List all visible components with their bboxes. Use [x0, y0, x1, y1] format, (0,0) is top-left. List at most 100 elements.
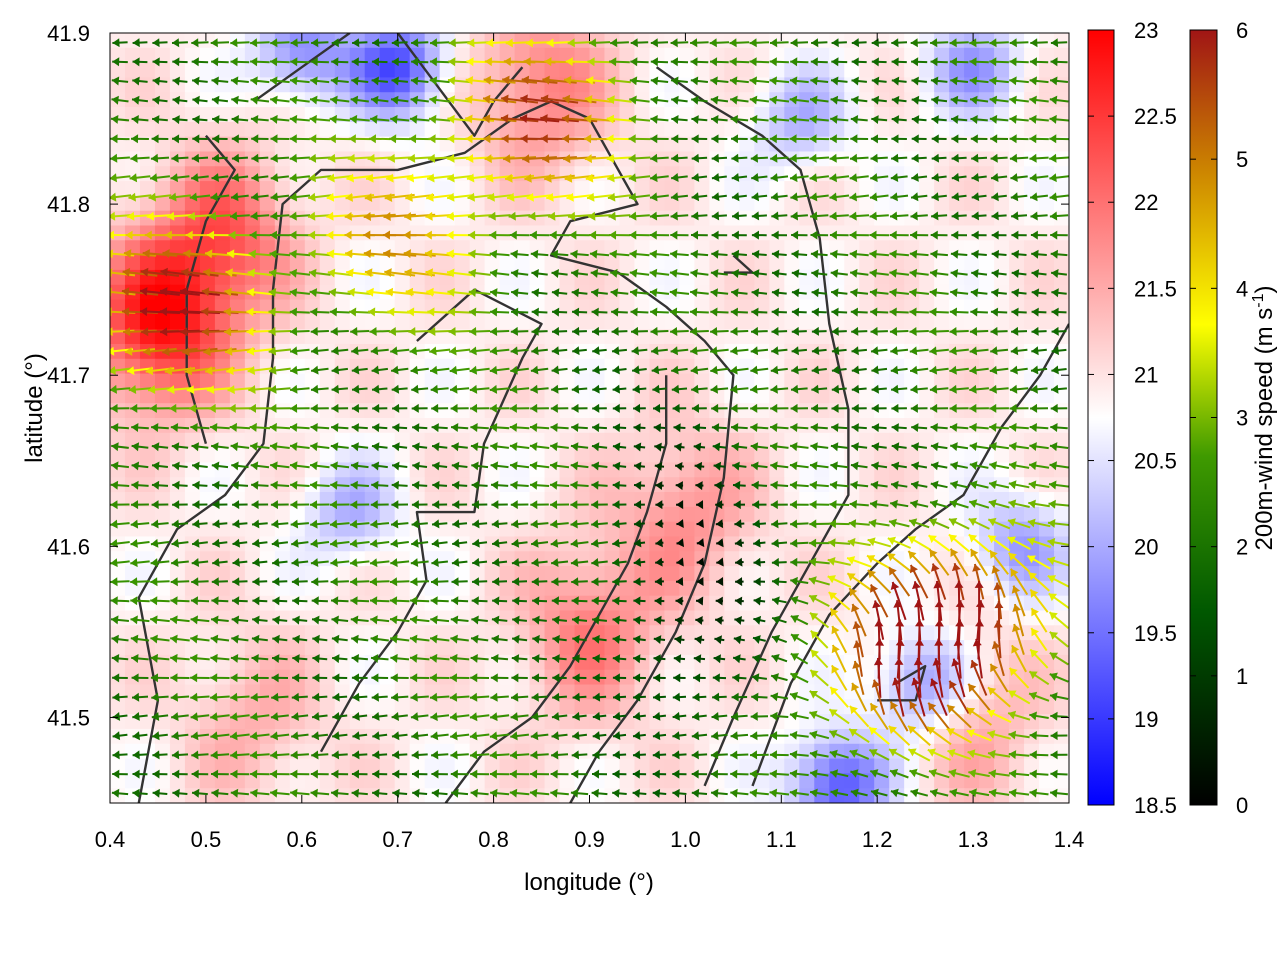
- heat-cell: [874, 329, 890, 345]
- heat-cell: [679, 640, 695, 656]
- heat-cell: [709, 699, 725, 715]
- heat-cell: [544, 255, 561, 271]
- heat-cell: [199, 62, 216, 79]
- heat-cell: [304, 240, 321, 256]
- heat-cell: [799, 506, 815, 523]
- heat-cell: [379, 62, 396, 79]
- heat-cell: [334, 506, 351, 523]
- heat-cell: [754, 506, 770, 523]
- heat-cell: [124, 506, 141, 523]
- heat-cell: [184, 225, 201, 241]
- heat-cell: [739, 195, 755, 212]
- heat-cell: [274, 181, 291, 197]
- heat-cell: [439, 595, 456, 612]
- heat-cell: [499, 62, 516, 79]
- heat-cell: [259, 699, 276, 715]
- heat-cell: [274, 329, 291, 345]
- heat-cell: [499, 136, 516, 153]
- heat-cell: [1039, 121, 1055, 138]
- heat-cell: [634, 166, 651, 182]
- heat-cell: [739, 343, 755, 360]
- heat-cell: [454, 255, 471, 271]
- heat-cell: [454, 314, 471, 330]
- heat-cell: [694, 329, 710, 345]
- heat-cell: [169, 47, 186, 64]
- heat-cell: [754, 47, 770, 64]
- heat-cell: [919, 373, 935, 389]
- heat-cell: [664, 181, 680, 197]
- heat-cell: [739, 33, 755, 49]
- heat-cell: [799, 255, 815, 271]
- heat-cell: [484, 62, 501, 79]
- heat-cell: [439, 343, 456, 360]
- heat-cell: [979, 62, 995, 79]
- heat-cell: [604, 121, 621, 138]
- heat-cell: [334, 329, 351, 345]
- heat-cell: [964, 447, 980, 464]
- heat-cell: [619, 47, 636, 64]
- heat-cell: [379, 314, 396, 330]
- heat-cell: [784, 506, 800, 523]
- heat-cell: [229, 181, 246, 197]
- heat-cell: [754, 329, 770, 345]
- heat-cell: [859, 373, 875, 389]
- heat-cell: [664, 699, 680, 715]
- heat-cell: [559, 418, 576, 434]
- heat-cell: [619, 329, 636, 345]
- heat-cell: [409, 47, 426, 64]
- heat-cell: [499, 699, 516, 715]
- heat-cell: [1054, 195, 1069, 212]
- heat-cell: [319, 314, 336, 330]
- heat-cell: [784, 418, 800, 434]
- heat-cell: [634, 225, 651, 241]
- heat-cell: [679, 240, 695, 256]
- heat-cell: [214, 373, 231, 389]
- heat-cell: [229, 47, 246, 64]
- heat-cell: [199, 566, 216, 582]
- heat-cell: [244, 181, 261, 197]
- heat-cell: [739, 625, 755, 641]
- heat-cell: [409, 195, 426, 212]
- heat-cell: [199, 33, 216, 49]
- heat-cell: [904, 181, 920, 197]
- heat-cell: [304, 121, 321, 138]
- heat-cell: [229, 33, 246, 49]
- heat-cell: [304, 506, 321, 523]
- heat-cell: [319, 418, 336, 434]
- heat-cell: [979, 33, 995, 49]
- heat-cell: [634, 403, 651, 419]
- heat-cell: [559, 62, 576, 79]
- heat-cell: [574, 314, 591, 330]
- heat-cell: [319, 506, 336, 523]
- heat-cell: [229, 210, 246, 227]
- heat-cell: [409, 255, 426, 271]
- heat-cell: [844, 314, 860, 330]
- heat-cell: [1039, 136, 1055, 153]
- heat-cell: [739, 47, 755, 64]
- heat-cell: [634, 210, 651, 227]
- heat-cell: [259, 210, 276, 227]
- heat-cell: [484, 255, 501, 271]
- heat-cell: [514, 343, 531, 360]
- heat-cell: [709, 255, 725, 271]
- heat-cell: [469, 181, 486, 197]
- heat-cell: [664, 595, 680, 612]
- heat-cell: [679, 47, 695, 64]
- heat-cell: [139, 314, 156, 330]
- heat-cell: [304, 758, 321, 774]
- heat-cell: [544, 225, 561, 241]
- heat-cell: [439, 506, 456, 523]
- heat-cell: [859, 121, 875, 138]
- heat-cell: [214, 62, 231, 79]
- heat-cell: [319, 403, 336, 419]
- heat-cell: [439, 62, 456, 79]
- heat-cell: [1009, 62, 1025, 79]
- heat-cell: [859, 343, 875, 360]
- heat-cell: [1024, 314, 1040, 330]
- heat-cell: [769, 788, 785, 803]
- heat-cell: [244, 62, 261, 79]
- heat-cell: [679, 107, 695, 123]
- heat-cell: [244, 121, 261, 138]
- heat-cell: [259, 447, 276, 464]
- heat-cell: [289, 758, 306, 774]
